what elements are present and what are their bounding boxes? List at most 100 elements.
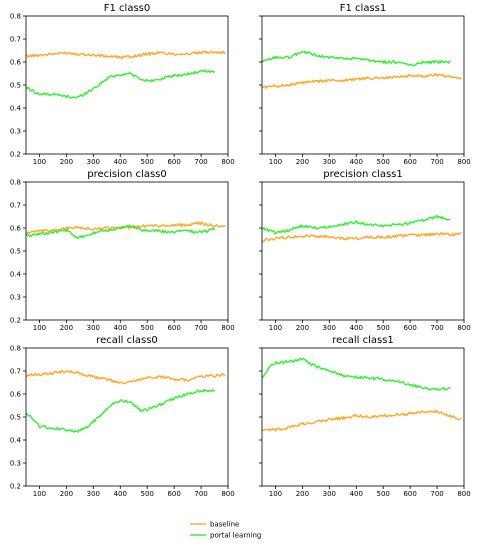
- x-tick-label: 700: [194, 324, 207, 332]
- x-tick-label: 700: [194, 158, 207, 166]
- x-tick-label: 800: [221, 490, 234, 498]
- x-tick-label: 200: [296, 158, 309, 166]
- y-tick-label: 0.4: [10, 437, 22, 445]
- series-line-portal-learning: [261, 50, 451, 67]
- panel-title: precision class1: [323, 169, 402, 180]
- plot-frame: [261, 181, 465, 321]
- panel-title: F1 class1: [340, 3, 386, 14]
- y-tick-label: 0.3: [10, 128, 21, 136]
- x-tick-label: 200: [296, 490, 309, 498]
- series-line-portal-learning: [25, 69, 216, 99]
- y-tick-label: 0.7: [10, 368, 21, 376]
- x-tick-label: 100: [33, 158, 46, 166]
- y-tick-label: 0.7: [10, 36, 21, 44]
- x-tick-label: 400: [114, 490, 127, 498]
- panel-5: recall class1 100 200 300 400 500 600 700 800: [259, 335, 471, 498]
- y-tick-label: 0.4: [10, 105, 22, 113]
- x-tick-label: 600: [403, 158, 416, 166]
- x-tick-label: 600: [167, 490, 180, 498]
- series-line-baseline: [25, 50, 226, 60]
- panel-title: recall class0: [96, 335, 158, 346]
- plot-frame: [25, 347, 229, 487]
- plot-frame: [25, 15, 229, 155]
- x-tick-label: 800: [221, 324, 234, 332]
- x-tick-label: 500: [141, 324, 154, 332]
- x-tick-label: 500: [377, 490, 390, 498]
- x-tick-label: 600: [403, 490, 416, 498]
- x-tick-label: 700: [430, 490, 443, 498]
- x-tick-label: 500: [141, 490, 154, 498]
- legend-label: portal learning: [210, 532, 261, 540]
- x-tick-label: 200: [60, 324, 73, 332]
- x-tick-label: 700: [194, 490, 207, 498]
- x-tick-label: 100: [269, 490, 282, 498]
- panel-0: F1 class0 100 200 300 400 500 600 700 800 0.2 0.3 0…: [10, 3, 235, 166]
- x-tick-label: 600: [167, 324, 180, 332]
- y-tick-label: 0.3: [10, 460, 21, 468]
- panel-3: precision class1 100 200 300 400 500 600 700 800: [259, 169, 471, 332]
- legend-label: baseline: [210, 521, 239, 529]
- series-line-portal-learning: [25, 224, 216, 240]
- x-tick-label: 600: [167, 158, 180, 166]
- panel-title: precision class0: [87, 169, 166, 180]
- y-tick-label: 0.8: [10, 13, 21, 21]
- series-line-baseline: [261, 231, 462, 243]
- x-tick-label: 800: [457, 324, 470, 332]
- legend: baseline portal learning: [190, 521, 261, 540]
- x-tick-label: 500: [377, 158, 390, 166]
- x-tick-label: 800: [457, 490, 470, 498]
- series-line-portal-learning: [25, 388, 216, 433]
- y-tick-label: 0.6: [10, 59, 22, 67]
- y-tick-label: 0.8: [10, 179, 21, 187]
- x-tick-label: 300: [87, 158, 100, 166]
- plot-frame: [25, 181, 229, 321]
- series-line-baseline: [25, 369, 226, 385]
- y-tick-label: 0.6: [10, 225, 22, 233]
- x-tick-label: 100: [269, 324, 282, 332]
- x-tick-label: 100: [33, 324, 46, 332]
- x-tick-label: 200: [296, 324, 309, 332]
- x-tick-label: 200: [60, 158, 73, 166]
- x-tick-label: 500: [377, 324, 390, 332]
- x-tick-label: 300: [323, 158, 336, 166]
- x-tick-label: 100: [33, 490, 46, 498]
- y-tick-label: 0.5: [10, 414, 21, 422]
- y-tick-label: 0.2: [10, 317, 21, 325]
- x-tick-label: 400: [350, 490, 363, 498]
- x-tick-label: 600: [403, 324, 416, 332]
- x-tick-label: 400: [114, 324, 127, 332]
- x-tick-label: 800: [457, 158, 470, 166]
- y-tick-label: 0.7: [10, 202, 21, 210]
- x-tick-label: 100: [269, 158, 282, 166]
- x-tick-label: 800: [221, 158, 234, 166]
- y-tick-label: 0.8: [10, 345, 21, 353]
- y-tick-label: 0.3: [10, 294, 21, 302]
- x-tick-label: 400: [350, 324, 363, 332]
- y-tick-label: 0.5: [10, 248, 21, 256]
- series-line-baseline: [261, 409, 462, 432]
- y-tick-label: 0.2: [10, 483, 21, 491]
- panel-title: F1 class0: [104, 3, 150, 14]
- panel-title: recall class1: [332, 335, 394, 346]
- x-tick-label: 300: [323, 324, 336, 332]
- y-tick-label: 0.6: [10, 391, 22, 399]
- y-tick-label: 0.2: [10, 151, 21, 159]
- panel-1: F1 class1 100 200 300 400 500 600 700 800: [259, 3, 471, 166]
- x-tick-label: 700: [430, 324, 443, 332]
- y-tick-label: 0.4: [10, 271, 22, 279]
- x-tick-label: 500: [141, 158, 154, 166]
- x-tick-label: 300: [323, 490, 336, 498]
- panel-2: precision class0 100 200 300 400 500 600 700 800…: [10, 169, 235, 332]
- panel-4: recall class0 100 200 300 400 500 600 700 800 0.2…: [10, 335, 235, 498]
- series-line-portal-learning: [261, 214, 451, 235]
- x-tick-label: 400: [350, 158, 363, 166]
- panels: F1 class0 100 200 300 400 500 600 700 800 0.2 0.3 0…: [10, 3, 471, 498]
- x-tick-label: 300: [87, 324, 100, 332]
- x-tick-label: 200: [60, 490, 73, 498]
- series-line-baseline: [261, 72, 462, 90]
- series-line-portal-learning: [261, 357, 451, 391]
- x-tick-label: 400: [114, 158, 127, 166]
- x-tick-label: 300: [87, 490, 100, 498]
- x-tick-label: 700: [430, 158, 443, 166]
